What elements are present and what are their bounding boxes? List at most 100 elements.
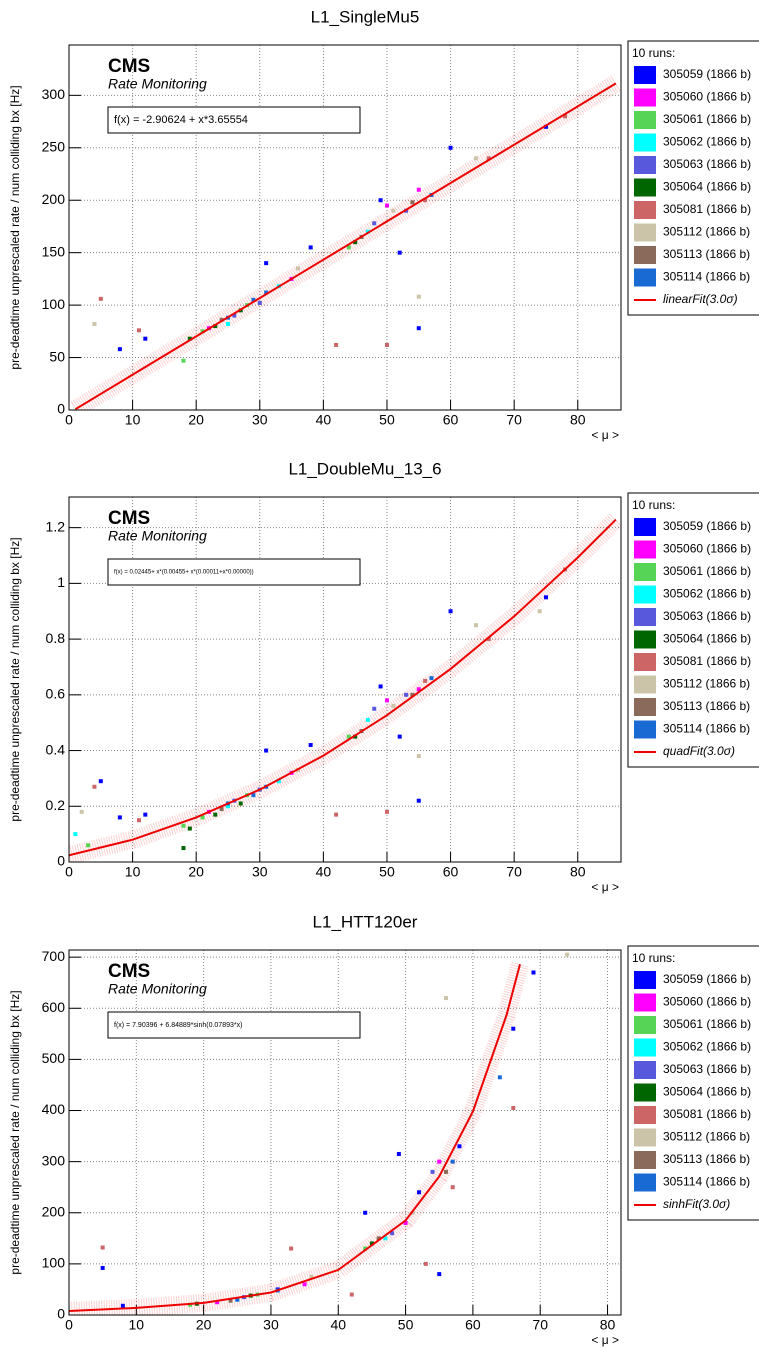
plot-frame xyxy=(68,496,622,863)
data-point xyxy=(225,321,230,326)
data-point xyxy=(276,779,281,784)
data-point xyxy=(353,734,358,739)
legend-label: 305081 (1866 b) xyxy=(663,202,751,216)
x-axis-label: < μ > xyxy=(591,880,619,894)
legend-title: 10 runs: xyxy=(632,951,675,965)
data-point xyxy=(378,684,383,689)
fit-annotation: f(x) = -2.90624 + x*3.65554 xyxy=(114,114,248,126)
data-point xyxy=(384,809,389,814)
x-tick-label: 20 xyxy=(196,1317,212,1333)
y-tick-label: 0 xyxy=(57,401,65,417)
data-point xyxy=(219,807,224,812)
y-tick-label: 200 xyxy=(42,1203,66,1219)
data-point xyxy=(450,1159,455,1164)
data-point xyxy=(200,815,205,820)
legend-label: 305114 (1866 b) xyxy=(663,270,750,284)
legend-swatch xyxy=(634,246,656,264)
fit-line xyxy=(69,964,521,1312)
brand-label: CMS xyxy=(108,961,150,982)
legend-swatch xyxy=(634,993,656,1012)
data-point xyxy=(448,609,453,614)
legend-label: 305060 (1866 b) xyxy=(663,995,751,1009)
x-tick-label: 80 xyxy=(570,412,586,428)
plot-frame xyxy=(68,949,622,1316)
data-point xyxy=(429,676,434,681)
legend-swatch xyxy=(634,1173,656,1192)
data-point xyxy=(417,1190,422,1195)
x-tick-label: 0 xyxy=(65,1317,73,1333)
y-tick-label: 0.4 xyxy=(46,741,66,757)
legend-label: 305113 (1866 b) xyxy=(663,699,750,713)
legend-label: 305063 (1866 b) xyxy=(663,609,751,623)
data-point xyxy=(397,250,402,255)
data-point xyxy=(497,1075,502,1080)
data-point xyxy=(443,996,448,1001)
legend-swatch xyxy=(634,1128,656,1147)
x-tick-label: 50 xyxy=(379,412,395,428)
legend-swatch xyxy=(634,88,656,107)
data-point xyxy=(390,1231,395,1236)
data-point xyxy=(365,717,370,722)
y-tick-label: 250 xyxy=(42,138,66,154)
x-tick-label: 70 xyxy=(532,1317,548,1333)
data-point xyxy=(117,347,122,352)
data-point xyxy=(511,1105,516,1110)
data-point xyxy=(563,114,568,119)
data-point xyxy=(448,145,453,150)
data-point xyxy=(187,826,192,831)
data-point xyxy=(309,1274,314,1279)
data-point xyxy=(384,342,389,347)
legend-swatch xyxy=(634,111,656,129)
x-tick-label: 40 xyxy=(316,412,332,428)
y-tick-label: 150 xyxy=(42,243,66,259)
data-point xyxy=(86,843,91,848)
data-point xyxy=(264,261,269,266)
data-point xyxy=(100,1245,105,1250)
data-point xyxy=(416,294,421,299)
data-point xyxy=(251,793,256,798)
data-point xyxy=(92,321,97,326)
legend-swatch xyxy=(634,540,656,559)
brand-label: CMS xyxy=(108,56,150,77)
data-point xyxy=(404,692,409,697)
data-point xyxy=(391,703,396,708)
data-point xyxy=(181,823,186,828)
legend-swatch xyxy=(634,1106,656,1124)
plot-area xyxy=(69,950,621,1315)
fit-annotation: f(x) = 7.90396 + 6.84889*sinh(0.07893*x) xyxy=(114,1022,242,1029)
legend-label: 305059 (1866 b) xyxy=(663,519,751,533)
data-point xyxy=(308,742,313,747)
data-point xyxy=(235,1297,240,1302)
annotation-box xyxy=(107,106,361,134)
data-point xyxy=(486,156,491,161)
x-tick-label: 60 xyxy=(443,412,459,428)
plot-frame xyxy=(68,44,622,411)
data-point xyxy=(443,1169,448,1174)
data-point xyxy=(423,198,428,203)
chart-title: L1_HTT120er xyxy=(313,912,418,931)
x-tick-label: 60 xyxy=(443,864,459,880)
x-tick-label: 80 xyxy=(600,1317,616,1333)
x-tick-label: 60 xyxy=(465,1317,481,1333)
data-point xyxy=(474,623,479,628)
legend-label: linearFit(3.0σ) xyxy=(663,292,738,306)
plot-layer xyxy=(69,513,621,862)
x-tick-label: 50 xyxy=(379,864,395,880)
annotation-box xyxy=(107,558,361,586)
y-tick-label: 100 xyxy=(42,1255,66,1271)
y-tick-label: 400 xyxy=(42,1101,66,1117)
legend-swatch xyxy=(634,1083,656,1102)
data-point xyxy=(143,812,148,817)
legend-label: 305064 (1866 b) xyxy=(663,632,751,646)
data-point xyxy=(349,1292,354,1297)
data-point xyxy=(486,637,491,642)
x-tick-label: 30 xyxy=(263,1317,279,1333)
data-point xyxy=(100,1265,105,1270)
legend-swatch xyxy=(634,1061,656,1079)
data-point xyxy=(353,240,358,245)
annotation-box xyxy=(107,1011,361,1039)
legend-label: 305114 (1866 b) xyxy=(663,1175,750,1189)
x-tick-label: 40 xyxy=(316,864,332,880)
plot-area xyxy=(69,45,621,410)
data-point xyxy=(365,229,370,234)
